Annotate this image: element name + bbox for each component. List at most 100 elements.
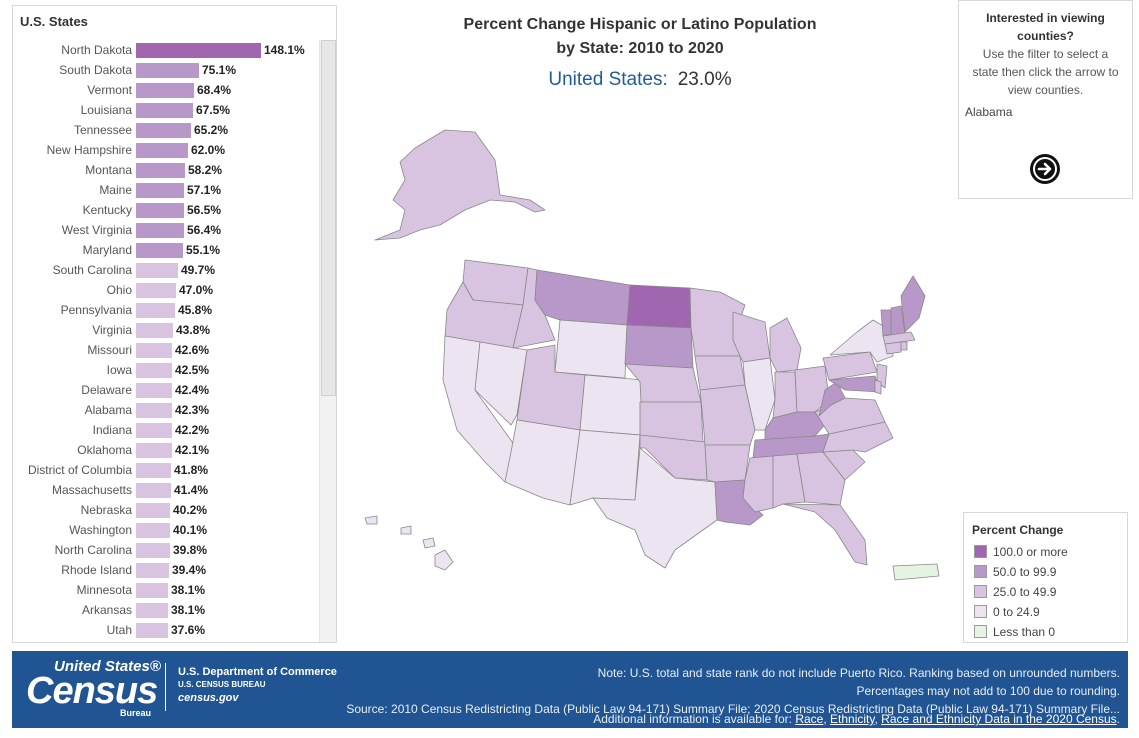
state-shape-delaware[interactable] [874,379,882,395]
state-shape-hawaii-kauai[interactable] [364,515,378,525]
ranking-bar[interactable] [136,163,185,178]
ranking-row[interactable]: Maine 57.1% [13,180,320,200]
ranking-row[interactable]: New Hampshire 62.0% [13,140,320,160]
state-shape-arizona[interactable] [504,419,581,506]
ranking-row[interactable]: Kentucky 56.5% [13,200,320,220]
state-shape-florida[interactable] [782,503,868,566]
ranking-row[interactable]: Washington 40.1% [13,520,320,540]
ranking-row[interactable]: Indiana 42.2% [13,420,320,440]
ranking-row[interactable]: Utah 37.6% [13,620,320,640]
ranking-row[interactable]: South Carolina 49.7% [13,260,320,280]
ranking-bar[interactable] [136,183,184,198]
ranking-bar[interactable] [136,563,169,578]
ranking-row[interactable]: Vermont 68.4% [13,80,320,100]
ranking-row[interactable]: Arkansas 38.1% [13,600,320,620]
legend-item-0-24[interactable]: 0 to 24.9 [974,603,1040,619]
ranking-bar[interactable] [136,503,170,518]
state-shape-south-dakota[interactable] [624,324,694,369]
ranking-row[interactable]: Minnesota 38.1% [13,580,320,600]
state-shape-massachusetts[interactable] [882,331,916,345]
ranking-bar[interactable] [136,123,191,138]
state-shape-texas[interactable] [592,447,718,569]
state-shape-hawaii-big[interactable] [434,549,454,571]
ranking-bar[interactable] [136,203,184,218]
state-filter-select[interactable]: Alabama [965,105,1013,119]
state-shape-puerto-rico[interactable] [892,563,940,581]
ranking-bar[interactable] [136,543,170,558]
state-shape-hawaii-maui[interactable] [422,537,436,549]
legend-item-negative[interactable]: Less than 0 [974,623,1055,639]
ranking-bar[interactable] [136,223,184,238]
ranking-bar[interactable] [136,483,171,498]
state-shape-alaska[interactable] [374,129,546,241]
ranking-bar[interactable] [136,583,168,598]
ranking-bar[interactable] [136,83,194,98]
census-gov-link[interactable]: census.gov [178,692,239,704]
ranking-row[interactable]: Tennessee 65.2% [13,120,320,140]
ranking-row[interactable]: Missouri 42.6% [13,340,320,360]
ranking-row[interactable]: Ohio 47.0% [13,280,320,300]
ranking-bar[interactable] [136,523,170,538]
ranking-bar[interactable] [136,463,171,478]
ranking-bar[interactable] [136,43,261,58]
ranking-bar[interactable] [136,243,183,258]
state-shape-alabama[interactable] [772,453,806,509]
ranking-scrollbar[interactable] [319,40,336,642]
state-shape-wyoming[interactable] [554,319,628,379]
state-shape-north-dakota[interactable] [626,284,692,329]
state-shape-michigan[interactable] [769,317,802,373]
ranking-bar[interactable] [136,343,172,358]
scrollbar-thumb[interactable] [321,40,336,396]
race-link[interactable]: Race [795,712,824,726]
ranking-row[interactable]: Montana 58.2% [13,160,320,180]
ranking-row[interactable]: Nebraska 40.2% [13,500,320,520]
ranking-bar[interactable] [136,603,168,618]
state-shape-rhode-island[interactable] [900,341,908,351]
state-shape-arkansas[interactable] [704,444,751,483]
legend-item-25-49[interactable]: 25.0 to 49.9 [974,583,1056,599]
state-shape-colorado[interactable] [579,374,644,436]
ranking-row[interactable]: Alabama 42.3% [13,400,320,420]
ranking-row[interactable]: Delaware 42.4% [13,380,320,400]
ranking-bar[interactable] [136,423,172,438]
ranking-bar[interactable] [136,403,172,418]
legend-item-50-99[interactable]: 50.0 to 99.9 [974,563,1056,579]
state-shape-nevada[interactable] [474,341,528,426]
ranking-row[interactable]: Louisiana 67.5% [13,100,320,120]
ranking-bar[interactable] [136,63,199,78]
ranking-bar[interactable] [136,383,172,398]
ranking-bar[interactable] [136,283,176,298]
race-ethnicity-data-link[interactable]: Race and Ethnicity Data in the 2020 Cens… [881,712,1117,726]
ranking-bar[interactable] [136,143,188,158]
ranking-bar[interactable] [136,363,172,378]
state-shape-vermont[interactable] [880,309,892,337]
ranking-bar[interactable] [136,263,178,278]
state-shape-iowa[interactable] [694,355,746,391]
ranking-row[interactable]: Massachusetts 41.4% [13,480,320,500]
ranking-bar[interactable] [136,103,193,118]
census-logo[interactable]: United States® Census Bureau [26,658,166,720]
ranking-row[interactable]: Virginia 43.8% [13,320,320,340]
ranking-row[interactable]: Iowa 42.5% [13,360,320,380]
ranking-bar[interactable] [136,623,168,638]
ranking-bar[interactable] [136,323,173,338]
ranking-row[interactable]: Rhode Island 39.4% [13,560,320,580]
ranking-row[interactable]: North Dakota 148.1% [13,40,320,60]
state-shape-washington[interactable] [462,259,529,306]
ranking-row[interactable]: West Virginia 56.4% [13,220,320,240]
ranking-row[interactable]: District of Columbia 41.8% [13,460,320,480]
ranking-row[interactable]: Maryland 55.1% [13,240,320,260]
ranking-row[interactable]: North Carolina 39.8% [13,540,320,560]
ranking-bar[interactable] [136,443,172,458]
state-shape-pennsylvania[interactable] [822,351,878,381]
state-shape-connecticut[interactable] [884,341,902,355]
state-shape-hawaii-oahu[interactable] [400,525,412,535]
ethnicity-link[interactable]: Ethnicity [830,712,875,726]
ranking-row[interactable]: South Dakota 75.1% [13,60,320,80]
state-shape-new-mexico[interactable] [569,429,641,506]
legend-item-100-plus[interactable]: 100.0 or more [974,543,1068,559]
ranking-bar[interactable] [136,303,175,318]
state-shape-maine[interactable] [900,275,926,333]
ranking-row[interactable]: Oklahoma 42.1% [13,440,320,460]
ranking-row[interactable]: Pennsylvania 45.8% [13,300,320,320]
